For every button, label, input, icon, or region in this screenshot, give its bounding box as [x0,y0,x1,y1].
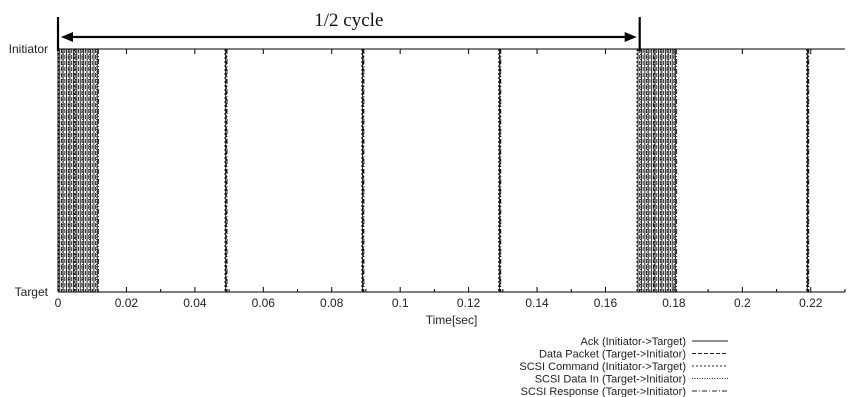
cycle-arrow-right-head [624,32,637,42]
signal-traces [58,49,810,292]
x-axis: 0 0.02 0.04 0.06 0.08 0.1 0.12 0.14 0.16 0.18 0.2 0… [55,49,846,310]
legend-label: Ack (Initiator->Target) [581,336,686,348]
x-tick-label: 0.2 [734,296,751,310]
plot-frame [57,48,845,293]
legend: Ack (Initiator->Target)Data Packet (Targ… [519,336,728,397]
x-tick-label: 0.14 [525,296,549,310]
x-tick-label: 0.12 [457,296,481,310]
legend-label: SCSI Command (Initiator->Target) [519,361,686,373]
cycle-arrow-left-head [61,32,73,42]
y-category-label: Target [15,285,49,299]
x-tick-label: 0.08 [320,296,344,310]
x-tick-label: 0.22 [799,296,823,310]
series-5-trace [97,49,810,292]
cycle-label: 1/2 cycle [314,10,383,31]
x-tick-label: 0.16 [594,296,618,310]
y-category-label: Initiator [9,42,48,56]
x-tick-label: 0.06 [252,296,276,310]
x-tick-label: 0 [55,296,62,310]
legend-label: SCSI Data In (Target->Initiator) [535,374,686,386]
x-tick-label: 0.1 [392,296,409,310]
series-1-trace [59,49,808,292]
x-tick-label: 0.04 [183,296,207,310]
x-tick-label: 0.02 [115,296,139,310]
x-axis-title: Time[sec] [426,313,478,327]
legend-label: SCSI Response (Target->Initiator) [521,386,686,397]
half-cycle-annotation: 1/2 cycle [56,10,641,51]
legend-label: Data Packet (Target->Initiator) [539,349,686,361]
series-3-trace [58,49,808,292]
series-4-trace [61,49,676,292]
x-tick-label: 0.18 [662,296,686,310]
y-axis: Target Initiator [9,42,49,299]
series-2-trace [60,49,809,292]
